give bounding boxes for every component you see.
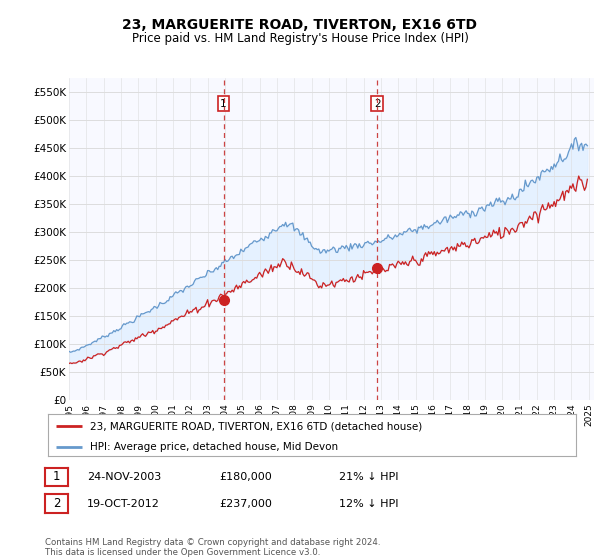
Text: Price paid vs. HM Land Registry's House Price Index (HPI): Price paid vs. HM Land Registry's House … (131, 32, 469, 45)
Text: 23, MARGUERITE ROAD, TIVERTON, EX16 6TD: 23, MARGUERITE ROAD, TIVERTON, EX16 6TD (122, 18, 478, 32)
Text: Contains HM Land Registry data © Crown copyright and database right 2024.
This d: Contains HM Land Registry data © Crown c… (45, 538, 380, 557)
Text: 2: 2 (374, 99, 380, 109)
Text: 2: 2 (53, 497, 60, 510)
Text: HPI: Average price, detached house, Mid Devon: HPI: Average price, detached house, Mid … (90, 442, 338, 452)
Text: £237,000: £237,000 (219, 499, 272, 509)
Text: 1: 1 (53, 470, 60, 483)
Text: 12% ↓ HPI: 12% ↓ HPI (339, 499, 398, 509)
Text: 21% ↓ HPI: 21% ↓ HPI (339, 472, 398, 482)
Text: 24-NOV-2003: 24-NOV-2003 (87, 472, 161, 482)
Text: 19-OCT-2012: 19-OCT-2012 (87, 499, 160, 509)
Text: £180,000: £180,000 (219, 472, 272, 482)
Text: 23, MARGUERITE ROAD, TIVERTON, EX16 6TD (detached house): 23, MARGUERITE ROAD, TIVERTON, EX16 6TD … (90, 421, 422, 431)
Text: 1: 1 (220, 99, 227, 109)
